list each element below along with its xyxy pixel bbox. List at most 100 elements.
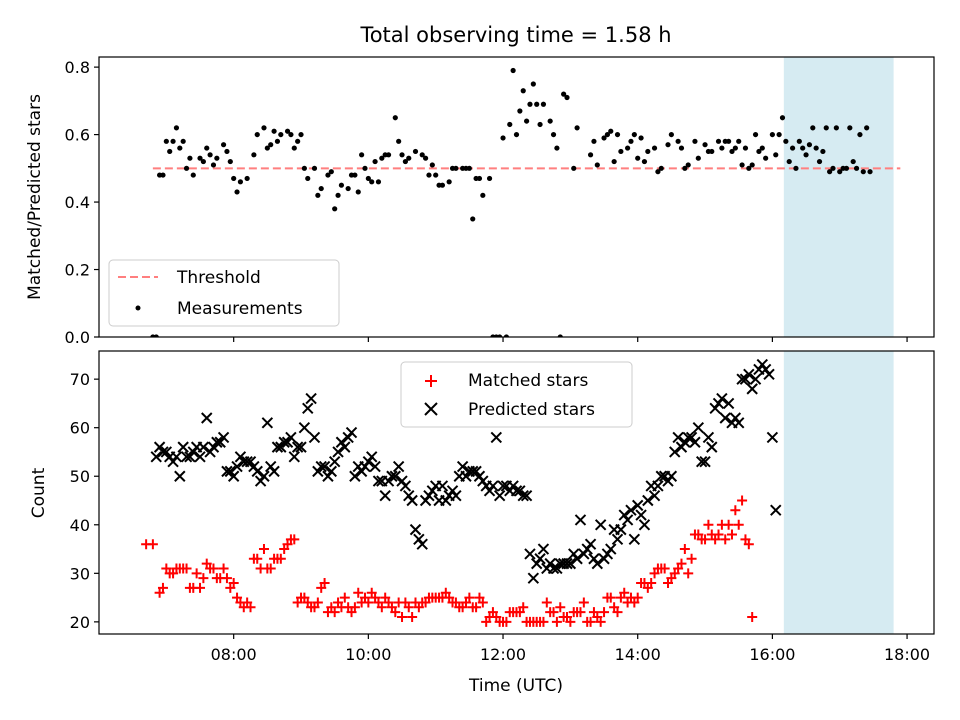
measurement-point: [234, 189, 240, 195]
matched-stars-point: [700, 534, 711, 545]
predicted-stars-point: [275, 441, 287, 453]
predicted-stars-point: [248, 460, 260, 473]
matched-stars-point: [349, 602, 360, 613]
predicted-stars-point: [153, 441, 166, 453]
x-tick-label: 16:00: [749, 645, 795, 664]
predicted-stars-point: [675, 441, 688, 453]
predicted-stars-point: [487, 480, 499, 492]
matched-stars-point: [646, 578, 657, 589]
matched-stars-point: [198, 573, 209, 584]
measurement-point: [668, 131, 674, 138]
measurement-point: [614, 131, 621, 138]
predicted-stars-point: [712, 397, 725, 410]
predicted-stars-point: [695, 455, 708, 468]
measurement-point: [537, 121, 543, 128]
predicted-stars-point: [564, 557, 577, 570]
predicted-stars-point: [423, 489, 435, 502]
measurement-point: [480, 192, 486, 198]
matched-stars-point: [289, 534, 300, 545]
matched-stars-point: [595, 616, 606, 627]
measurement-point: [860, 169, 866, 175]
predicted-stars-point: [244, 455, 257, 468]
matched-stars-point: [195, 582, 206, 593]
measurement-point: [503, 334, 509, 337]
predicted-stars-point: [406, 494, 418, 507]
measurement-point: [429, 162, 435, 168]
predicted-stars-point: [217, 431, 230, 444]
count-y-axis-label: Count: [29, 467, 49, 518]
predicted-stars-point: [440, 494, 452, 507]
predicted-stars-point: [473, 470, 486, 482]
measurement-point: [476, 175, 483, 182]
predicted-stars-point: [369, 460, 381, 473]
legend-threshold-label: Threshold: [176, 268, 261, 288]
measurement-point: [749, 162, 755, 168]
measurement-point: [328, 169, 334, 175]
predicted-stars-point: [170, 451, 183, 463]
predicted-stars-point: [298, 421, 311, 434]
measurement-point: [715, 138, 722, 144]
measurement-point: [739, 162, 745, 168]
measurement-point: [527, 101, 533, 107]
measurement-point: [513, 131, 520, 138]
matched-stars-point: [619, 587, 630, 598]
ratio-y-tick-label: 0.6: [65, 126, 90, 145]
predicted-stars-point: [739, 373, 752, 385]
measurement-point: [399, 152, 405, 158]
measurement-point: [295, 138, 301, 144]
predicted-stars-point: [759, 363, 772, 376]
ratio-y-tick-label: 0.0: [65, 328, 90, 347]
matched-stars-point: [723, 519, 734, 530]
predicted-stars-point: [285, 431, 297, 444]
predicted-stars-point: [227, 470, 240, 482]
measurement-point: [197, 155, 203, 161]
measurement-point: [806, 142, 813, 148]
measurement-point: [571, 165, 577, 171]
measurement-point: [278, 131, 284, 138]
predicted-stars-point: [648, 489, 661, 502]
matched-stars-point: [518, 602, 529, 613]
measurement-point: [379, 155, 385, 161]
predicted-stars-point: [756, 358, 768, 371]
predicted-stars-point: [702, 431, 715, 444]
predicted-stars-point: [571, 553, 583, 565]
measurement-point: [224, 148, 230, 155]
matched-stars-point: [258, 544, 269, 555]
predicted-stars-point: [584, 538, 597, 550]
measurement-point: [419, 152, 425, 158]
predicted-stars-point: [655, 470, 667, 482]
measurement-point: [291, 145, 297, 151]
predicted-stars-point: [174, 470, 186, 482]
predicted-stars-point: [749, 373, 762, 385]
predicted-stars-point: [581, 543, 593, 555]
matched-stars-point: [477, 597, 488, 608]
predicted-stars-point: [194, 451, 206, 463]
legend-matched-label: Matched stars: [468, 371, 588, 391]
measurement-point: [756, 148, 762, 155]
predicted-stars-point: [699, 455, 711, 468]
measurement-point: [645, 148, 651, 155]
matched-stars-point: [679, 544, 690, 555]
measurement-point: [254, 131, 260, 138]
measurement-point: [625, 145, 631, 151]
measurement-point: [200, 158, 206, 165]
predicted-stars-point: [706, 441, 718, 453]
measurement-point: [355, 189, 361, 195]
predicted-stars-point: [632, 499, 644, 512]
measurement-point: [359, 152, 365, 158]
predicted-stars-point: [574, 514, 587, 526]
predicted-stars-point: [268, 465, 280, 478]
measurement-point: [385, 152, 392, 158]
matched-stars-point: [575, 607, 586, 618]
measurement-point: [853, 165, 860, 171]
measurement-point: [540, 101, 547, 107]
predicted-stars-point: [211, 436, 223, 448]
measurement-point: [574, 125, 580, 131]
matched-stars-point: [319, 578, 330, 589]
ratio-legend: Threshold Measurements: [108, 259, 340, 327]
predicted-stars-point: [618, 509, 630, 521]
matched-stars-point: [390, 607, 401, 618]
predicted-stars-point: [318, 460, 331, 473]
predicted-stars-point: [389, 470, 401, 482]
predicted-stars-point: [204, 446, 216, 458]
